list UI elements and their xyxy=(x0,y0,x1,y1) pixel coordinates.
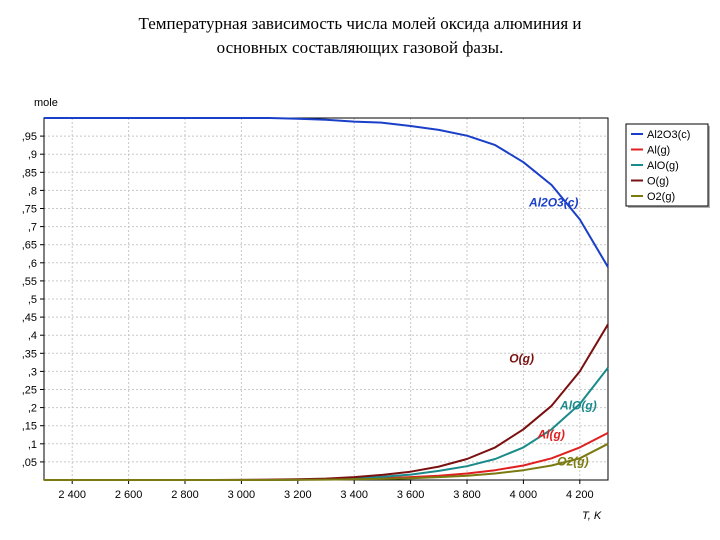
series-line-al2o3-c- xyxy=(44,117,609,268)
y-tick-label: ,85 xyxy=(22,167,37,179)
y-tick-label: ,3 xyxy=(28,366,37,378)
x-tick-label: 3 400 xyxy=(340,489,368,501)
y-tick-label: ,75 xyxy=(22,204,37,216)
x-tick-label: 3 000 xyxy=(228,489,256,501)
series-annotations: Al2O3(c) Al(g) AlO(g) O(g) O2(g) xyxy=(509,196,596,469)
x-tick-label: 3 800 xyxy=(453,489,481,501)
annotation-o2-g-: O2(g) xyxy=(557,455,588,469)
y-tick-label: ,55 xyxy=(22,276,37,288)
legend-entry: Al2O3(c) xyxy=(647,129,690,141)
y-tick-label: ,1 xyxy=(28,439,37,451)
annotation-o-g-: O(g) xyxy=(509,351,534,365)
y-tick-label: ,8 xyxy=(28,185,37,197)
annotation-al2o3-c-: Al2O3(c) xyxy=(528,196,578,210)
y-tick-label: ,05 xyxy=(22,457,37,469)
legend-entry: Al(g) xyxy=(647,145,670,157)
x-tick-label: 4 200 xyxy=(566,489,594,501)
grid-lines xyxy=(44,118,608,480)
legend-entry: O2(g) xyxy=(647,191,675,203)
x-axis-ticks: 2 400 2 600 2 800 3 000 3 200 3 400 3 600 3 800… xyxy=(58,480,594,501)
series-lines xyxy=(44,117,609,481)
y-tick-label: ,15 xyxy=(22,421,37,433)
legend: Al2O3(c) Al(g) AlO(g) O(g) O2(g) xyxy=(625,123,710,208)
y-tick-label: ,6 xyxy=(28,258,37,270)
x-axis-label: T, K xyxy=(582,510,602,522)
y-tick-label: ,35 xyxy=(22,348,37,360)
y-tick-label: ,95 xyxy=(22,131,37,143)
legend-entry: O(g) xyxy=(647,176,669,188)
x-tick-label: 2 600 xyxy=(115,489,143,501)
y-axis-label: mole xyxy=(34,97,58,109)
x-tick-label: 4 000 xyxy=(510,489,538,501)
annotation-alo-g-: AlO(g) xyxy=(559,398,597,412)
y-tick-label: ,9 xyxy=(28,149,37,161)
y-tick-label: ,2 xyxy=(28,403,37,415)
series-line-o2-g- xyxy=(44,442,609,481)
page-title: Температурная зависимость числа молей ок… xyxy=(0,12,720,60)
y-tick-label: ,5 xyxy=(28,294,37,306)
title-line-1: Температурная зависимость числа молей ок… xyxy=(138,14,582,33)
x-tick-label: 2 800 xyxy=(171,489,199,501)
y-tick-label: ,25 xyxy=(22,385,37,397)
legend-entry: AlO(g) xyxy=(647,160,679,172)
title-line-2: основных составляющих газовой фазы. xyxy=(216,38,504,57)
y-axis-ticks: ,05 ,1 ,15 ,2 ,25 ,3 ,35 ,4 ,45 ,5 ,55 ,6 ,65 ,7 ,75 ,8… xyxy=(22,131,44,469)
y-tick-label: ,65 xyxy=(22,240,37,252)
x-tick-label: 3 600 xyxy=(397,489,425,501)
x-tick-label: 3 200 xyxy=(284,489,312,501)
y-tick-label: ,4 xyxy=(28,330,37,342)
x-tick-label: 2 400 xyxy=(58,489,86,501)
y-tick-label: ,45 xyxy=(22,312,37,324)
y-tick-label: ,7 xyxy=(28,222,37,234)
annotation-al-g-: Al(g) xyxy=(537,427,565,441)
